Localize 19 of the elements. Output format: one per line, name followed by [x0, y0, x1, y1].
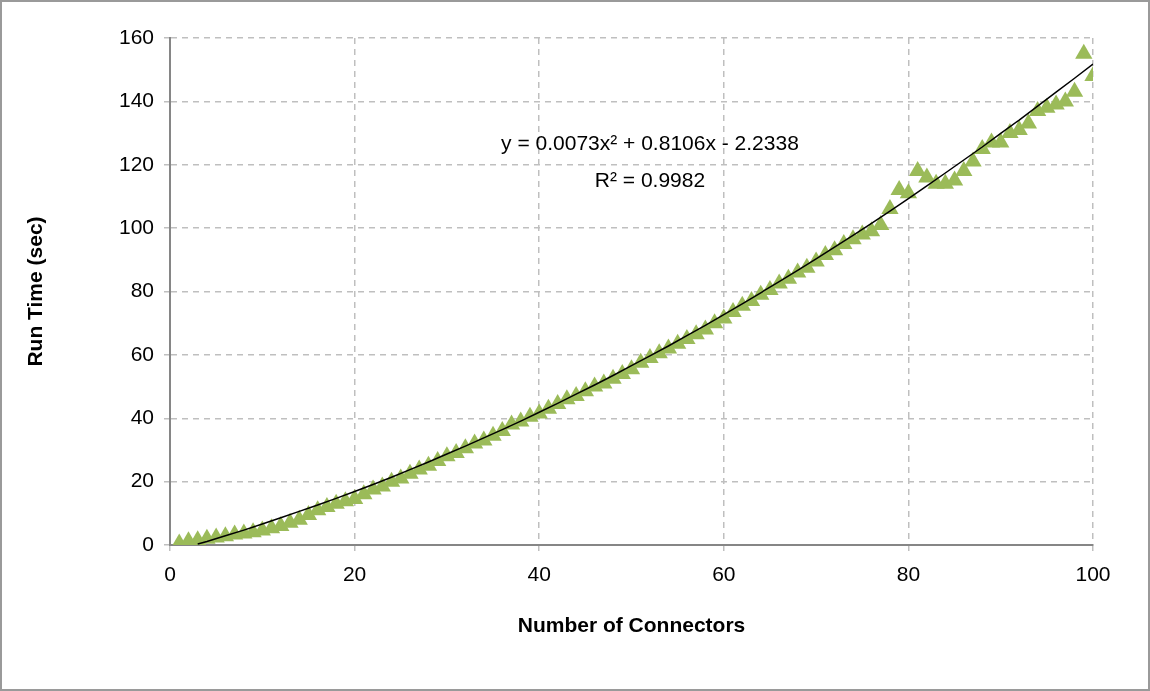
- y-tick-label: 60: [130, 341, 154, 365]
- y-tick-label: 160: [118, 24, 154, 48]
- y-tick-label: 40: [130, 405, 154, 429]
- x-tick-label: 40: [527, 562, 551, 586]
- y-tick-label: 80: [130, 278, 154, 302]
- y-tick-label: 100: [118, 214, 154, 238]
- x-tick-label: 20: [342, 562, 367, 586]
- x-axis-title: Number of Connectors: [517, 613, 746, 637]
- x-tick-label: 60: [712, 562, 736, 586]
- annotation: y = 0.0073x² + 0.8106x - 2.2338: [501, 130, 799, 154]
- x-tick-label: 100: [1075, 562, 1111, 586]
- y-tick-label: 120: [118, 151, 154, 175]
- annotation: R² = 0.9982: [594, 167, 706, 191]
- y-tick-label: 20: [130, 468, 154, 492]
- y-tick-label: 140: [118, 88, 154, 112]
- y-tick-label: 0: [142, 531, 154, 555]
- y-axis-title: Run Time (sec): [23, 216, 47, 367]
- x-tick-label: 0: [164, 562, 176, 586]
- x-tick-label: 80: [896, 562, 921, 586]
